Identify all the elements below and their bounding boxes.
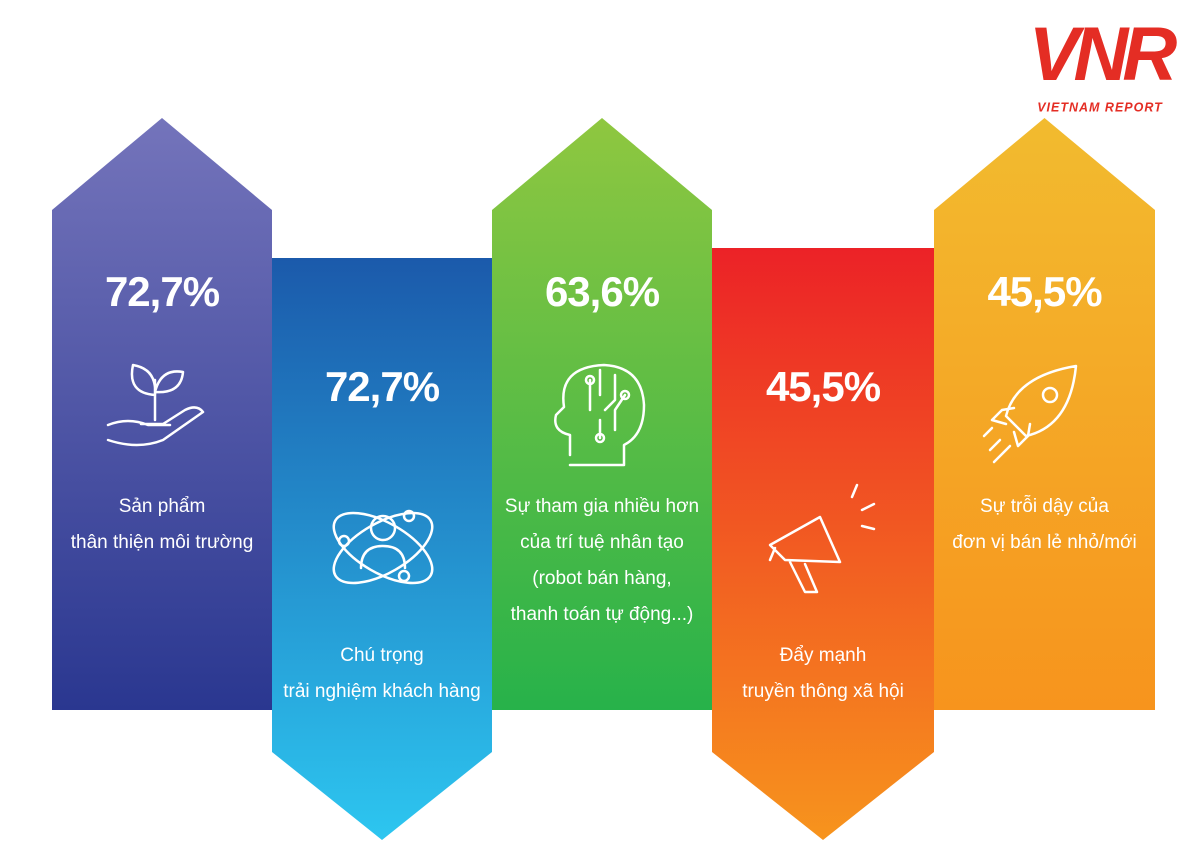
card-label: thân thiện môi trường — [71, 532, 254, 553]
logo-mark: VNR — [1029, 12, 1178, 97]
card-label: trải nghiệm khách hàng — [283, 681, 481, 702]
card-shape — [492, 118, 712, 710]
icon-plant — [106, 363, 205, 447]
icon-rocket — [982, 364, 1078, 464]
icon-ai — [554, 363, 646, 467]
card-label: Sự tham gia nhiều hơn — [505, 496, 699, 517]
logo: VNR VIETNAM REPORT — [1029, 12, 1184, 114]
card-value: 72,7% — [325, 363, 440, 410]
card-shape — [934, 118, 1155, 710]
card-label: thanh toán tự động...) — [511, 604, 694, 625]
card-label: của trí tuệ nhân tạo — [520, 532, 684, 553]
icon-megaphone — [768, 483, 876, 594]
card-label: Sản phẩm — [119, 496, 206, 517]
card-value: 63,6% — [545, 268, 660, 315]
card-label: đơn vị bán lẻ nhỏ/mới — [952, 532, 1136, 553]
card-value: 45,5% — [766, 363, 881, 410]
card-label: (robot bán hàng, — [532, 568, 671, 589]
card-value: 45,5% — [987, 268, 1102, 315]
logo-name: VIETNAM REPORT — [1037, 100, 1163, 114]
card-shape — [52, 118, 272, 710]
card-shape — [712, 248, 934, 840]
icon-customer — [332, 509, 434, 585]
card-label: truyền thông xã hội — [742, 681, 904, 702]
card-label: Đẩy mạnh — [780, 645, 867, 666]
card-value: 72,7% — [105, 268, 220, 315]
card-shape — [272, 258, 492, 840]
card-label: Sự trỗi dậy của — [980, 495, 1109, 517]
card-label: Chú trọng — [340, 645, 423, 666]
